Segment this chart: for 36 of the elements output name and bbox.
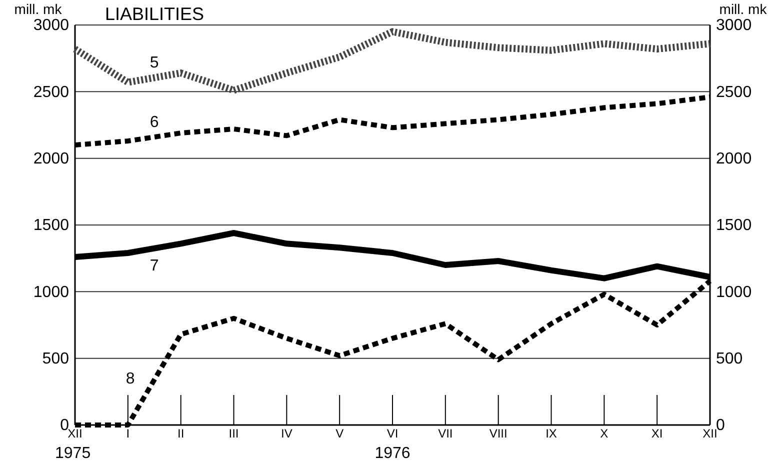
y-tick-label: 500	[42, 350, 70, 368]
y2-tick-label: 2500	[716, 84, 752, 101]
x-tick-label: V	[336, 426, 344, 441]
y-tick-label: 1500	[33, 217, 70, 234]
x-tick-label: XII	[68, 426, 82, 441]
y-tick-label: 2500	[33, 84, 70, 101]
y-tick-label: 2000	[33, 150, 70, 168]
series-label: 6	[150, 114, 159, 131]
x-tick-label: VIII	[489, 426, 508, 441]
x-tick-label: VI	[386, 426, 398, 441]
y-axis-title: mill. mk	[14, 1, 63, 17]
x-tick-label: VII	[438, 426, 453, 441]
text: 1976	[374, 445, 410, 462]
x-tick-label: II	[177, 426, 184, 441]
chart-title: LIABILITIES	[105, 4, 204, 24]
y2-axis-title: mill. mk	[719, 1, 768, 17]
y-tick-label: 1000	[33, 284, 70, 301]
y-tick-label: 0	[60, 417, 70, 434]
y2-tick-label: 0	[716, 417, 725, 434]
x-tick-label: XI	[651, 426, 663, 441]
x-tick-label: X	[600, 426, 608, 441]
x-tick-label: III	[228, 426, 239, 441]
y2-tick-label: 2000	[716, 150, 752, 168]
y2-tick-label: 3000	[716, 17, 752, 34]
x-tick-label: I	[126, 426, 130, 441]
series-label: 7	[150, 257, 159, 274]
y-tick-label: 3000	[33, 17, 70, 34]
y2-tick-label: 500	[716, 350, 743, 368]
x-tick-label: XII	[702, 426, 718, 441]
x-tick-label: IV	[280, 426, 292, 441]
x-tick-label: IX	[546, 426, 557, 441]
series-label: 5	[150, 54, 159, 72]
series-label: 8	[126, 370, 135, 388]
y2-tick-label: 1500	[716, 217, 752, 234]
text: 1975	[55, 445, 91, 462]
y2-tick-label: 1000	[716, 284, 752, 301]
